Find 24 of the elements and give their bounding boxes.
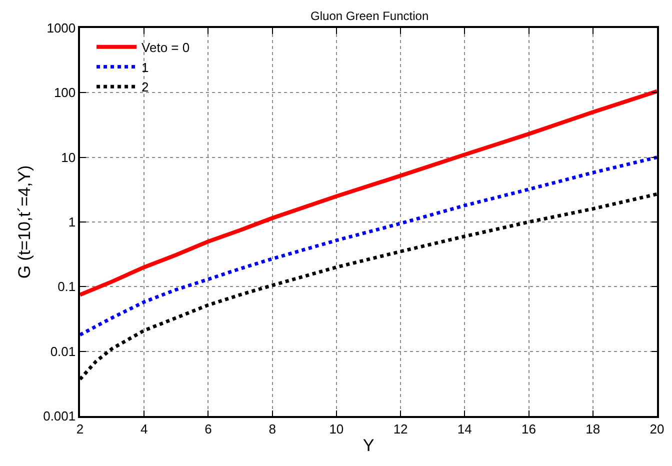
- y-tick-label: 10: [61, 150, 76, 165]
- legend-label: 2: [142, 80, 149, 95]
- y-axis-title: G (t=10,t´=4,Y): [15, 165, 34, 279]
- x-tick-label: 4: [140, 421, 148, 436]
- y-tick-label: 100: [54, 85, 76, 100]
- x-tick-label: 8: [268, 421, 276, 436]
- y-tick-label: 0.1: [58, 279, 76, 294]
- x-tick-label: 16: [522, 421, 536, 436]
- x-tick-label: 2: [76, 421, 84, 436]
- legend-label: Veto = 0: [142, 40, 190, 55]
- y-tick-label: 1000: [46, 20, 76, 36]
- y-tick-label: 0.01: [50, 344, 76, 359]
- legend-label: 1: [142, 60, 149, 75]
- x-tick-label: 14: [457, 421, 472, 436]
- x-tick-label: 20: [650, 421, 664, 436]
- chart-title: Gluon Green Function: [310, 9, 429, 24]
- x-tick-label: 18: [586, 421, 600, 436]
- x-tick-label: 6: [204, 421, 212, 436]
- y-tick-label: 0.001: [43, 408, 76, 424]
- line-series: [80, 156, 657, 337]
- x-tick-label: 10: [329, 421, 344, 436]
- x-axis-title: Y: [362, 436, 374, 456]
- x-tick-label: 12: [393, 421, 408, 436]
- y-tick-label: 1: [68, 214, 76, 230]
